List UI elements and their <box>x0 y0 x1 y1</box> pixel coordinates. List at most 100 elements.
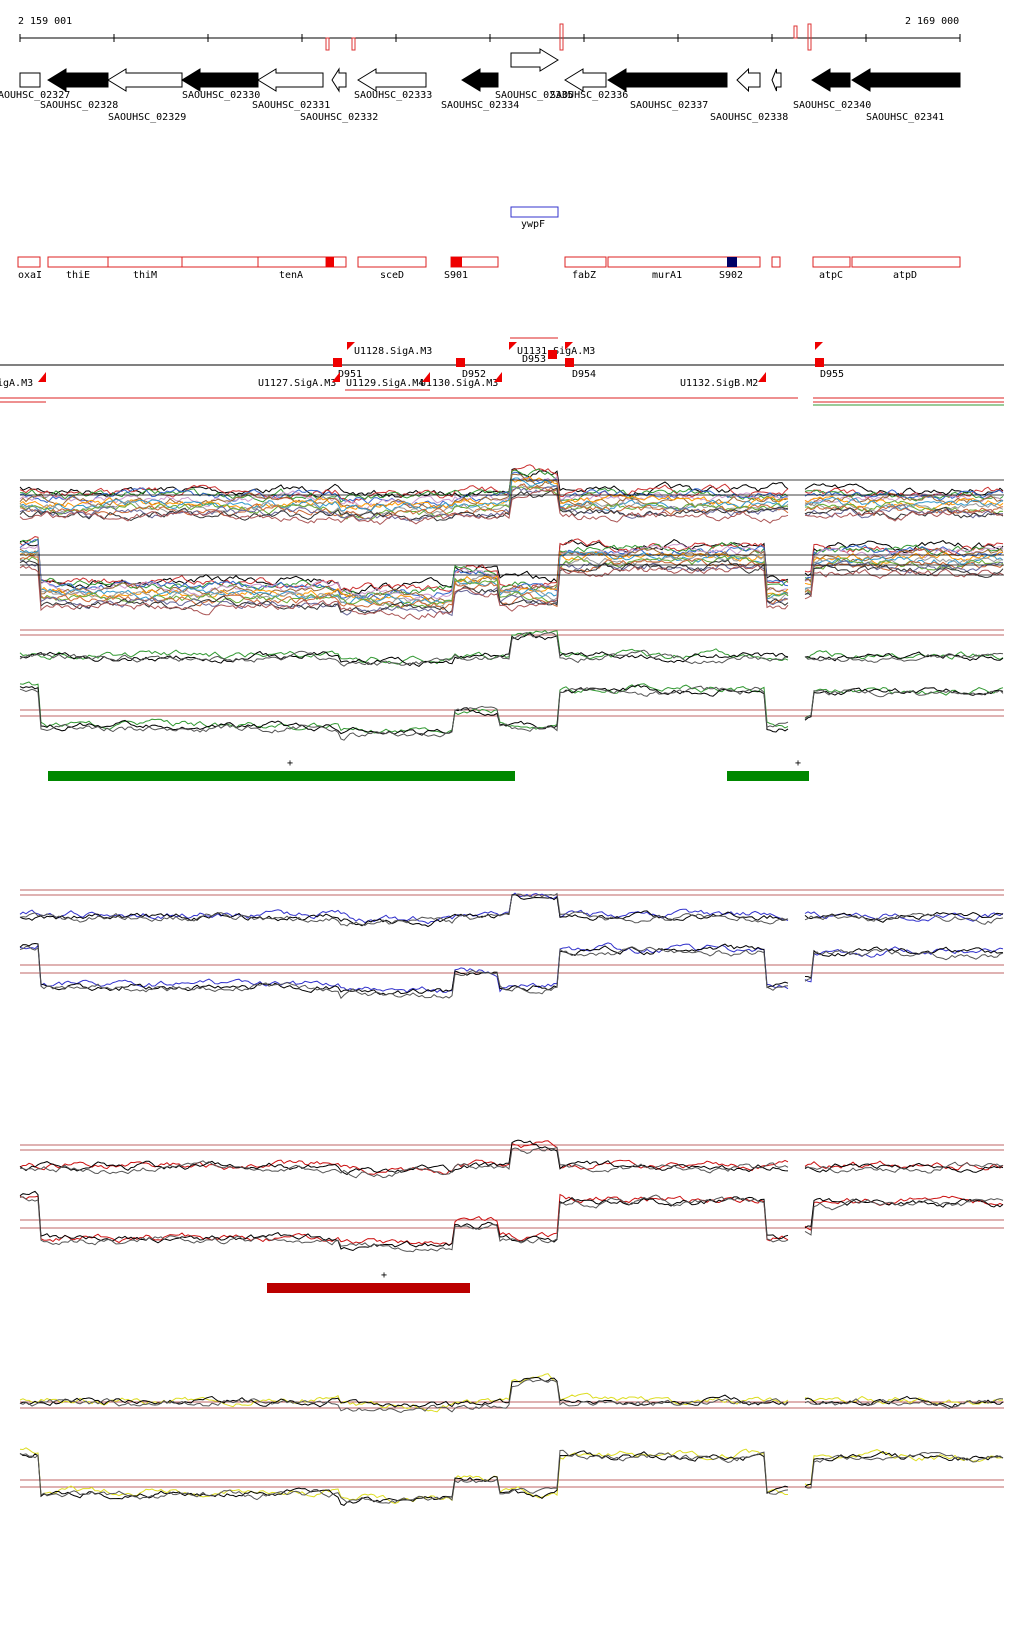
promoter-label: D953 <box>522 354 546 365</box>
trace <box>804 1195 1004 1231</box>
operon-label: thiM <box>133 270 157 281</box>
gene-arrow <box>607 68 728 92</box>
operon-label: S901 <box>444 270 468 281</box>
trace <box>804 1162 1004 1173</box>
trace <box>19 559 789 614</box>
gene-label: SAOUHSC_02334 <box>441 100 519 111</box>
trace <box>804 652 1004 663</box>
operon-label: S902 <box>719 270 743 281</box>
promoter-flag <box>494 372 502 382</box>
trace <box>804 500 1004 515</box>
operon-label: atpC <box>819 270 843 281</box>
operon-box <box>107 256 183 268</box>
terminator <box>815 358 824 367</box>
significance-bar <box>48 771 515 781</box>
operon-fill <box>326 257 334 267</box>
trace <box>804 1197 1004 1229</box>
promoter-flag <box>758 372 766 382</box>
trace <box>19 483 789 516</box>
trace <box>804 483 1004 497</box>
gene-label: SAOUHSC_02332 <box>300 112 378 123</box>
trace <box>804 1161 1004 1174</box>
trace <box>19 1379 789 1414</box>
operon-label: murA1 <box>652 270 682 281</box>
trace <box>19 685 789 741</box>
gene-label: SAOUHSC_02328 <box>40 100 118 111</box>
operon-box <box>851 256 961 268</box>
operon-box <box>181 256 259 268</box>
trace <box>19 1373 789 1413</box>
promoter-flag <box>815 342 823 350</box>
promoter-label: igA.M3 <box>0 378 33 389</box>
operon-box <box>47 256 109 268</box>
promoter-label: D951 <box>338 369 362 380</box>
trace <box>804 506 1004 521</box>
trace <box>804 545 1004 582</box>
gene-label: SAOUHSC_02336 <box>550 90 628 101</box>
operon-box <box>257 256 327 268</box>
trace <box>804 1398 1004 1410</box>
trace <box>19 464 789 504</box>
gene-label: SAOUHSC_02341 <box>866 112 944 123</box>
trace <box>19 893 789 928</box>
promoter-flag <box>38 372 46 382</box>
trace <box>804 948 1004 982</box>
operon-label: sceD <box>380 270 404 281</box>
gene-arrow <box>510 48 559 72</box>
trace <box>19 1139 789 1176</box>
gene-arrow <box>736 67 761 93</box>
trace <box>804 1198 1004 1236</box>
plus-mark: + <box>287 758 293 769</box>
gene-label: SAOUHSC_02335 <box>495 90 573 101</box>
promoter-flag <box>565 342 573 350</box>
gene-arrow <box>771 68 782 92</box>
promoter-label: U1127.SigA.M3 <box>258 378 336 389</box>
trace <box>19 487 789 522</box>
gene-label: SAOUHSC_02330 <box>182 90 260 101</box>
plus-mark: + <box>381 1270 387 1281</box>
trace <box>804 551 1004 586</box>
trace <box>804 560 1003 595</box>
gene-arrow <box>331 67 347 93</box>
significance-bar <box>267 1283 470 1293</box>
trace <box>804 564 1004 598</box>
trace <box>19 632 789 667</box>
ruler-marker <box>559 23 564 51</box>
trace <box>19 468 789 503</box>
promoter-label: D955 <box>820 369 844 380</box>
operon-fill <box>451 257 462 267</box>
ruler-end: 2 169 000 <box>905 16 959 27</box>
plus-mark: + <box>795 758 801 769</box>
gene-label: AOUHSC_02327 <box>0 90 70 101</box>
terminator <box>456 358 465 367</box>
trace <box>19 942 789 994</box>
trace <box>804 505 1004 516</box>
gene-arrow <box>564 68 607 92</box>
trace <box>19 1146 789 1179</box>
promoter-label: D952 <box>462 369 486 380</box>
promoter-label: D954 <box>572 369 596 380</box>
trace <box>19 477 789 513</box>
trace <box>19 1449 789 1504</box>
trace <box>804 651 1004 662</box>
trace <box>804 946 1004 983</box>
terminator <box>333 358 342 367</box>
significance-bar <box>727 771 809 781</box>
trace <box>804 1451 1004 1488</box>
gene-arrow <box>851 68 961 92</box>
terminator <box>565 358 574 367</box>
promoter-flag <box>422 372 430 382</box>
trace <box>804 504 1004 519</box>
trace <box>19 681 789 734</box>
operon-box <box>357 256 427 268</box>
trace <box>19 1376 789 1408</box>
gene-arrow <box>357 68 427 92</box>
trace <box>19 551 789 605</box>
operon-box <box>17 256 41 268</box>
trace <box>19 549 789 607</box>
trace <box>804 686 1004 719</box>
feature-box <box>510 206 559 218</box>
trace <box>19 892 789 927</box>
